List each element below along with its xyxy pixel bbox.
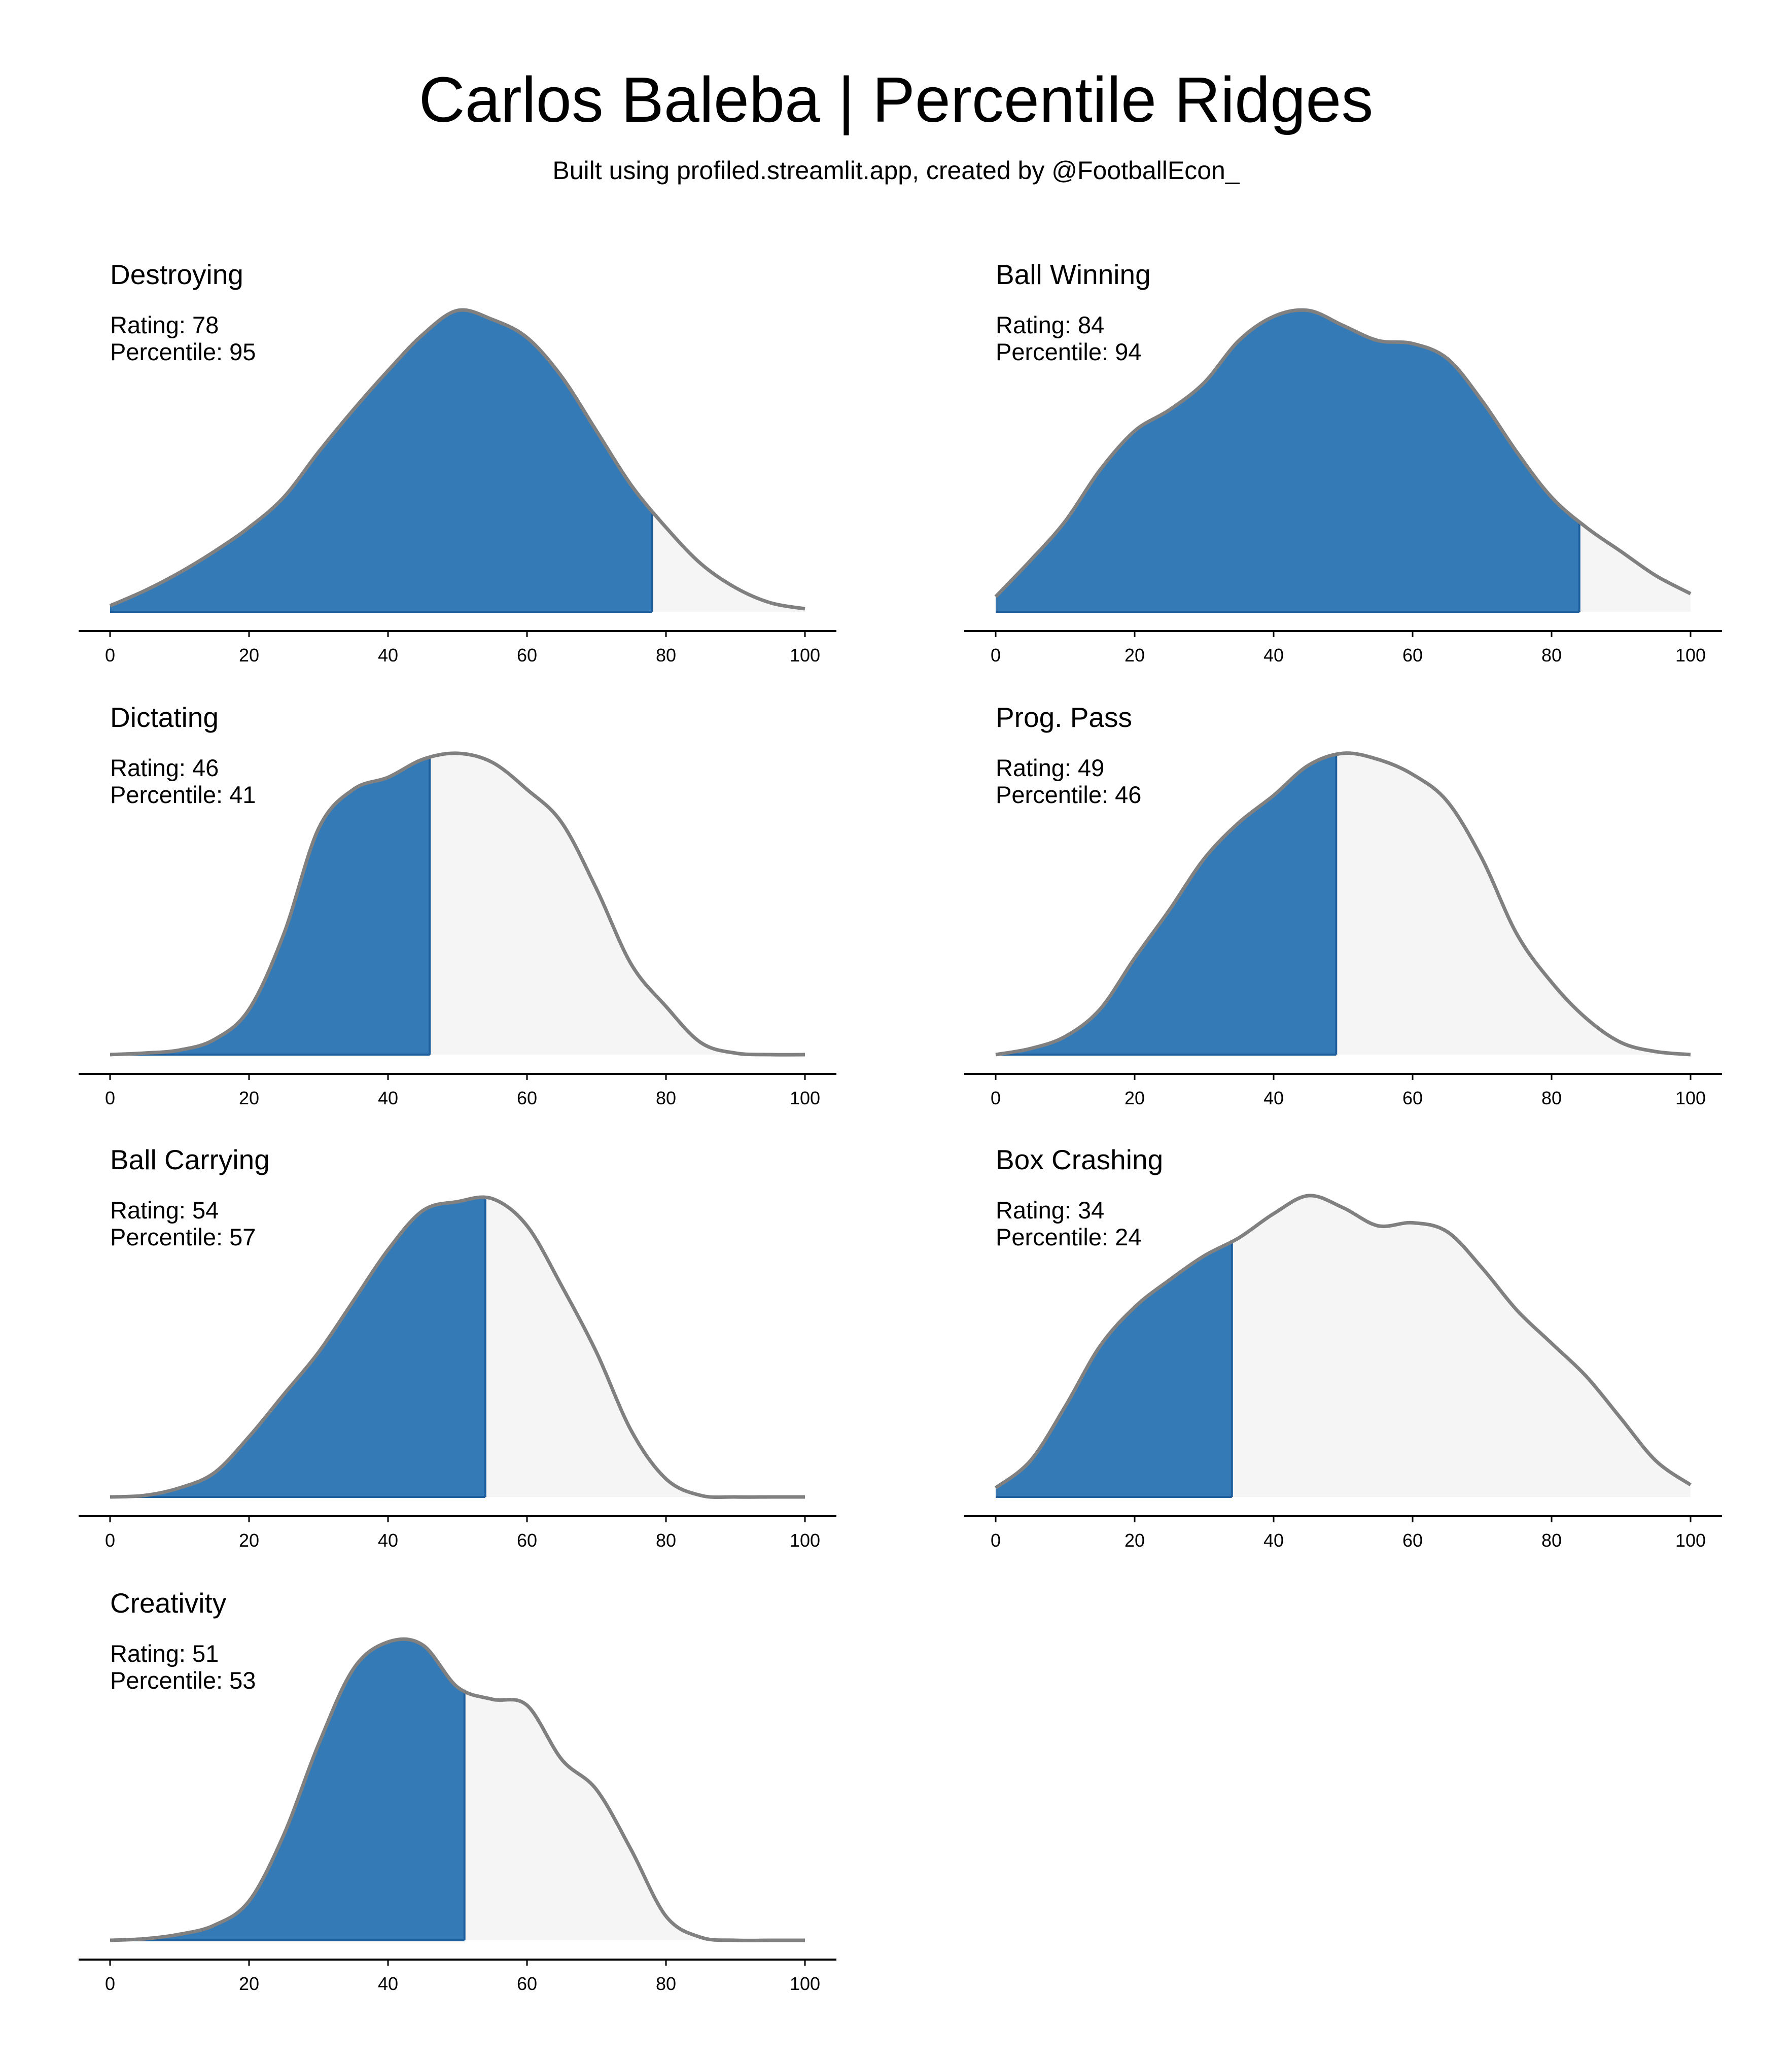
x-tick-label: 100 [790, 1973, 820, 1994]
ridge-panel: 0 20 40 60 80 100 Ball Winning Rating: 84Percen… [964, 259, 1722, 666]
x-tick-label: 80 [1541, 1530, 1562, 1551]
page-title: Carlos Baleba | Percentile Ridges [418, 64, 1374, 135]
x-tick-label: 0 [991, 1530, 1001, 1551]
panel-title: Prog. Pass [996, 702, 1132, 733]
x-tick-label: 60 [517, 1088, 537, 1108]
x-tick-label: 60 [517, 1973, 537, 1994]
x-tick-label: 80 [656, 1088, 676, 1108]
rating-area [996, 754, 1337, 1055]
rating-area [996, 310, 1579, 612]
x-tick-label: 80 [656, 645, 676, 666]
rating-area [110, 310, 652, 612]
x-tick-label: 80 [1541, 645, 1562, 666]
ridge-panel: 0 20 40 60 80 100 Creativity Rating: 51Percenti… [79, 1587, 836, 1994]
page-subtitle: Built using profiled.streamlit.app, crea… [552, 156, 1240, 185]
x-tick-label: 80 [656, 1530, 676, 1551]
rating-label: Rating: 49 [996, 754, 1104, 781]
ridge-panel: 0 20 40 60 80 100 Destroying Rating: 78Percenti… [79, 259, 836, 666]
panel-title: Box Crashing [996, 1144, 1163, 1175]
x-tick-label: 60 [517, 645, 537, 666]
x-tick-label: 20 [1125, 1530, 1145, 1551]
x-tick-label: 0 [105, 645, 115, 666]
x-tick-label: 100 [790, 1530, 820, 1551]
rating-area [996, 1241, 1232, 1497]
rating-label: Rating: 34 [996, 1197, 1104, 1224]
x-tick-label: 60 [1402, 645, 1423, 666]
percentile-label: Percentile: 57 [110, 1224, 256, 1250]
x-tick-label: 40 [1263, 645, 1284, 666]
x-tick-label: 100 [790, 645, 820, 666]
density-curve [994, 308, 1692, 598]
ridge-panel: 0 20 40 60 80 100 Box Crashing Rating: 34Percen… [964, 1144, 1722, 1551]
density-curve [995, 751, 1691, 1057]
percentile-label: Percentile: 94 [996, 338, 1141, 365]
ridge-panel: 0 20 40 60 80 100 Ball Carrying Rating: 54Perce… [79, 1144, 836, 1551]
rating-area [110, 1639, 465, 1940]
density-curve [109, 308, 805, 611]
x-tick-label: 40 [378, 1530, 398, 1551]
x-tick-label: 100 [1675, 1088, 1706, 1108]
x-tick-label: 40 [1263, 1530, 1284, 1551]
rating-area [110, 757, 430, 1055]
rating-label: Rating: 84 [996, 311, 1104, 338]
percentile-label: Percentile: 53 [110, 1667, 256, 1694]
x-tick-label: 100 [1675, 1530, 1706, 1551]
rating-area [110, 1197, 485, 1497]
x-tick-label: 40 [378, 1973, 398, 1994]
percentile-label: Percentile: 41 [110, 781, 256, 808]
ridge-panel: 0 20 40 60 80 100 Prog. Pass Rating: 49Percenti… [964, 702, 1722, 1108]
x-tick-label: 0 [105, 1973, 115, 1994]
rating-label: Rating: 54 [110, 1197, 219, 1224]
x-tick-label: 0 [105, 1088, 115, 1108]
panel-title: Destroying [110, 259, 243, 290]
x-tick-label: 80 [656, 1973, 676, 1994]
percentile-label: Percentile: 46 [996, 781, 1141, 808]
density-curve [110, 1195, 805, 1499]
panel-title: Creativity [110, 1587, 227, 1619]
x-tick-label: 40 [378, 1088, 398, 1108]
panel-title: Ball Carrying [110, 1144, 270, 1175]
x-tick-label: 0 [105, 1530, 115, 1551]
x-tick-label: 20 [239, 1530, 259, 1551]
x-tick-label: 20 [239, 645, 259, 666]
rating-label: Rating: 46 [110, 754, 219, 781]
x-tick-label: 20 [239, 1088, 259, 1108]
x-tick-label: 40 [1263, 1088, 1284, 1108]
rating-label: Rating: 78 [110, 311, 219, 338]
percentile-label: Percentile: 95 [110, 338, 256, 365]
panel-title: Dictating [110, 702, 219, 733]
x-tick-label: 60 [517, 1530, 537, 1551]
x-tick-label: 0 [991, 1088, 1001, 1108]
x-tick-label: 80 [1541, 1088, 1562, 1108]
x-tick-label: 20 [239, 1973, 259, 1994]
percentile-label: Percentile: 24 [996, 1224, 1141, 1250]
x-tick-label: 100 [790, 1088, 820, 1108]
ridge-panel: 0 20 40 60 80 100 Dictating Rating: 46Percentil… [79, 702, 836, 1108]
x-tick-label: 60 [1402, 1530, 1423, 1551]
x-tick-label: 40 [378, 645, 398, 666]
x-tick-label: 60 [1402, 1088, 1423, 1108]
x-tick-label: 0 [991, 645, 1001, 666]
density-curve [110, 1637, 805, 1942]
rating-label: Rating: 51 [110, 1640, 219, 1667]
x-tick-label: 100 [1675, 645, 1706, 666]
panel-title: Ball Winning [996, 259, 1151, 290]
density-curve [994, 1194, 1692, 1490]
x-tick-label: 20 [1125, 1088, 1145, 1108]
x-tick-label: 20 [1125, 645, 1145, 666]
density-curve [110, 751, 805, 1057]
